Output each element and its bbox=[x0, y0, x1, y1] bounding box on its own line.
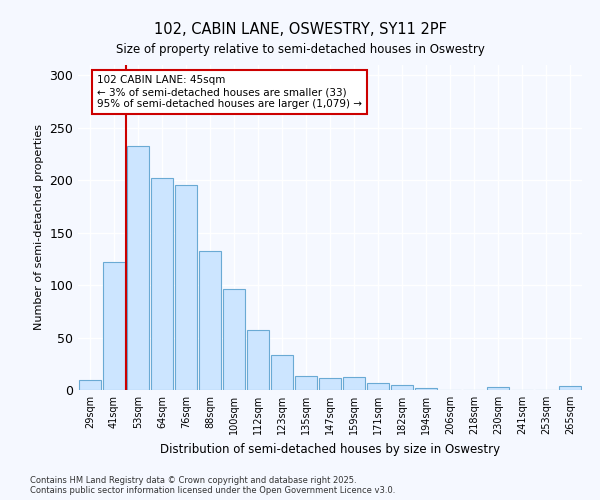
Bar bbox=[391, 385, 413, 390]
Bar bbox=[103, 262, 125, 390]
Bar bbox=[247, 330, 269, 390]
Bar bbox=[487, 387, 509, 390]
Bar bbox=[319, 378, 341, 390]
Bar bbox=[367, 382, 389, 390]
X-axis label: Distribution of semi-detached houses by size in Oswestry: Distribution of semi-detached houses by … bbox=[160, 442, 500, 456]
Bar bbox=[151, 178, 173, 390]
Bar bbox=[415, 388, 437, 390]
Bar bbox=[223, 290, 245, 390]
Bar bbox=[295, 376, 317, 390]
Bar bbox=[127, 146, 149, 390]
Bar bbox=[559, 386, 581, 390]
Bar bbox=[175, 184, 197, 390]
Text: Size of property relative to semi-detached houses in Oswestry: Size of property relative to semi-detach… bbox=[116, 42, 484, 56]
Text: Contains HM Land Registry data © Crown copyright and database right 2025.
Contai: Contains HM Land Registry data © Crown c… bbox=[30, 476, 395, 495]
Bar bbox=[79, 380, 101, 390]
Y-axis label: Number of semi-detached properties: Number of semi-detached properties bbox=[34, 124, 44, 330]
Bar bbox=[199, 250, 221, 390]
Text: 102, CABIN LANE, OSWESTRY, SY11 2PF: 102, CABIN LANE, OSWESTRY, SY11 2PF bbox=[154, 22, 446, 38]
Bar bbox=[343, 378, 365, 390]
Bar bbox=[271, 356, 293, 390]
Text: 102 CABIN LANE: 45sqm
← 3% of semi-detached houses are smaller (33)
95% of semi-: 102 CABIN LANE: 45sqm ← 3% of semi-detac… bbox=[97, 76, 362, 108]
